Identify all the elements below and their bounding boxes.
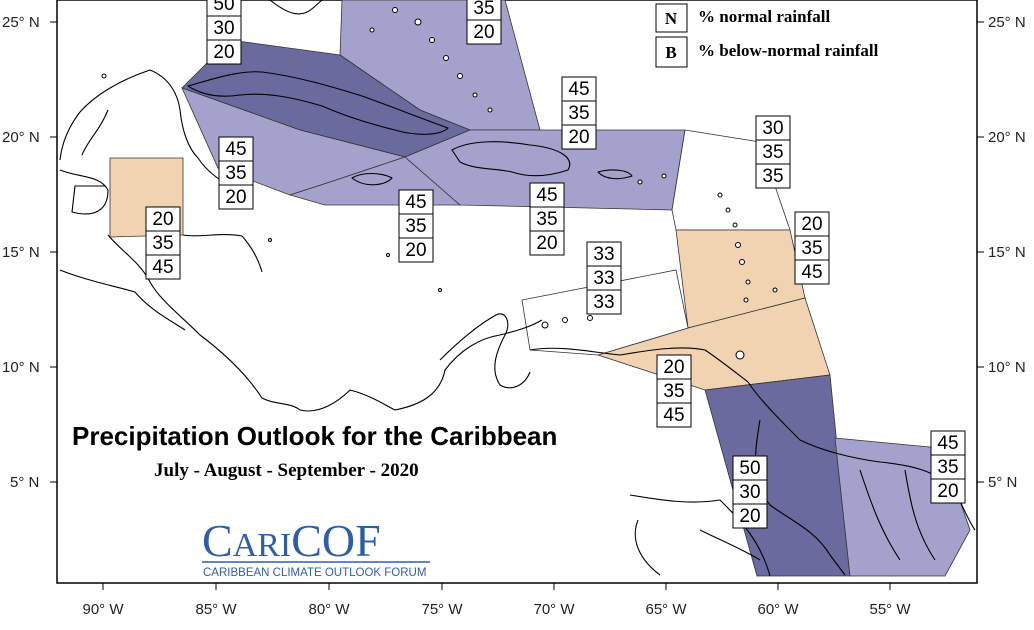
axis-ticks: [50, 21, 984, 590]
prob-value: 50: [213, 0, 234, 15]
prob-box: 50 30 20: [732, 455, 768, 529]
prob-value: 20: [225, 187, 246, 208]
legend-key: N: [665, 9, 678, 28]
prob-value: 45: [937, 433, 958, 454]
prob-box: 20 35 45: [145, 206, 181, 280]
prob-value: 45: [568, 79, 589, 100]
lat-label: 5° N: [10, 474, 39, 491]
prob-value: 50: [739, 458, 760, 479]
lon-label: 90° W: [82, 601, 124, 618]
forecast-zones: [109, 0, 971, 577]
lat-label: 20° N: [2, 129, 40, 146]
lon-label: 60° W: [757, 601, 799, 618]
legend-key-box: [655, 36, 688, 68]
logo-wordmark: CARICOF: [202, 515, 381, 566]
legend-label: % normal rainfall: [698, 7, 830, 26]
lon-label: 80° W: [308, 601, 350, 618]
logo-subtitle: CARIBBEAN CLIMATE OUTLOOK FORUM: [203, 567, 426, 579]
prob-value: 33: [593, 268, 614, 289]
prob-value: 35: [568, 103, 589, 124]
prob-value: 20: [937, 481, 958, 502]
lat-label: 15° N: [2, 244, 40, 261]
prob-box: 20 35 45: [656, 354, 692, 428]
prob-box: 45 35 20: [930, 430, 966, 504]
prob-value: 35: [801, 238, 822, 259]
legend: N % normal rainfall B % below-normal rai…: [655, 3, 879, 68]
prob-box: 45 35 20: [218, 136, 254, 210]
caricof-logo: CARICOF CARIBBEAN CLIMATE OUTLOOK FORUM: [202, 515, 430, 579]
lon-label: 65° W: [645, 601, 687, 618]
prob-value: 20: [663, 357, 684, 378]
legend-key: B: [665, 43, 676, 62]
lat-labels-left: 25° N 20° N 15° N 10° N 5° N: [2, 14, 40, 491]
prob-box: 45 35 20: [561, 76, 597, 150]
lon-label: 70° W: [533, 601, 575, 618]
islands: [101, 7, 778, 360]
lat-label: 10° N: [988, 359, 1026, 376]
coastlines: [59, 0, 976, 577]
prob-value: 33: [593, 292, 614, 313]
legend-label: % below-normal rainfall: [698, 41, 879, 60]
map-title: Precipitation Outlook for the Caribbean: [72, 421, 557, 451]
lat-label: 25° N: [2, 14, 40, 31]
lat-label: 25° N: [988, 14, 1026, 31]
prob-value: 35: [762, 166, 783, 187]
prob-value: 20: [152, 209, 173, 230]
lat-labels-right: 25° N 20° N 15° N 10° N 5° N: [988, 14, 1026, 491]
prob-value: 35: [937, 457, 958, 478]
prob-value: 20: [568, 127, 589, 148]
prob-value: 35: [536, 209, 557, 230]
prob-box: 50 30 20: [206, 0, 242, 65]
prob-value: 35: [762, 142, 783, 163]
lon-label: 85° W: [195, 601, 237, 618]
lat-label: 15° N: [988, 244, 1026, 261]
map-subtitle: July - August - September - 2020: [154, 460, 419, 481]
prob-value: 20: [473, 22, 494, 43]
prob-value: 20: [536, 233, 557, 254]
lat-label: 10° N: [2, 359, 40, 376]
lon-label: 75° W: [421, 601, 463, 618]
prob-value: 45: [536, 185, 557, 206]
prob-value: 20: [801, 214, 822, 235]
probability-boxes: 50 30 20 35 20 45 35 20 45 35 20 30 35: [145, 0, 966, 529]
prob-value: 45: [663, 405, 684, 426]
lon-labels: 90° W 85° W 80° W 75° W 70° W 65° W 60° …: [82, 601, 911, 618]
prob-box: 20 35 45: [794, 211, 830, 285]
prob-value: 30: [739, 482, 760, 503]
prob-value: 30: [213, 18, 234, 39]
prob-value: 45: [405, 192, 426, 213]
prob-value: 35: [225, 163, 246, 184]
lon-label: 55° W: [869, 601, 911, 618]
lat-label: 5° N: [988, 474, 1017, 491]
prob-value: 45: [225, 139, 246, 160]
prob-box: 45 35 20: [529, 182, 565, 256]
prob-value: 33: [593, 244, 614, 265]
prob-box: 33 33 33: [586, 241, 622, 315]
prob-value: 35: [473, 0, 494, 19]
prob-value: 30: [762, 118, 783, 139]
prob-value: 20: [213, 42, 234, 63]
legend-key-box: [655, 3, 688, 33]
prob-value: 20: [739, 506, 760, 527]
prob-box: 30 35 35: [755, 115, 791, 189]
prob-box: 35 20: [466, 0, 502, 45]
lat-label: 20° N: [988, 129, 1026, 146]
prob-value: 20: [405, 240, 426, 261]
prob-value: 35: [405, 216, 426, 237]
prob-value: 45: [801, 262, 822, 283]
prob-value: 35: [663, 381, 684, 402]
prob-value: 35: [152, 233, 173, 254]
prob-value: 45: [152, 257, 173, 278]
prob-box: 45 35 20: [398, 189, 434, 263]
